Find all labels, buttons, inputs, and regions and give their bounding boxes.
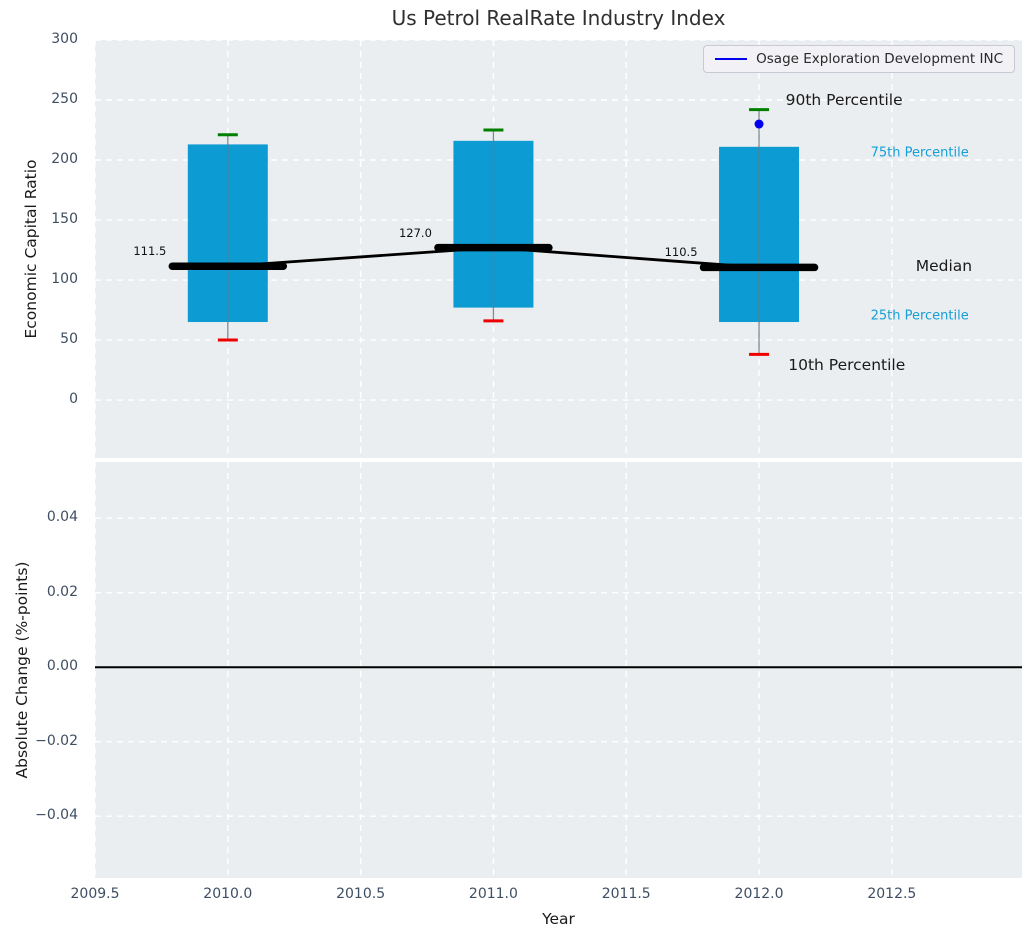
x-tick-label: 2010.5 — [336, 886, 386, 902]
bottom-y-tick-label: −0.04 — [35, 807, 78, 824]
x-tick-label: 2010.0 — [203, 886, 253, 902]
bottom-y-tick-label: 0.00 — [46, 658, 78, 675]
x-tick-label: 2012.5 — [867, 886, 917, 902]
y-axis-label-top: Economic Capital Ratio — [22, 159, 40, 339]
annotation-median: Median — [915, 256, 973, 275]
top-y-tick-label: 250 — [51, 91, 78, 107]
legend[interactable]: Osage Exploration Development INC — [703, 45, 1015, 73]
x-tick-label: 2011.5 — [601, 886, 651, 902]
legend-label: Osage Exploration Development INC — [756, 51, 1003, 67]
bottom-plot-area — [95, 462, 1022, 878]
top-y-tick-label: 200 — [51, 151, 78, 167]
annotation-10th-percentile: 10th Percentile — [788, 356, 906, 375]
median-value-label-2012: 110.5 — [664, 245, 698, 260]
top-y-tick-label: 100 — [51, 271, 78, 288]
bottom-y-tick-label: −0.02 — [35, 732, 78, 749]
legend-line-sample — [715, 58, 748, 60]
top-y-tick-label: 300 — [51, 31, 78, 47]
top-y-tick-label: 150 — [51, 211, 78, 228]
annotation-90th-percentile: 90th Percentile — [785, 91, 903, 109]
annotation-25th-percentile: 25th Percentile — [870, 308, 969, 324]
x-tick-label: 2011.0 — [468, 886, 518, 902]
boxplot-canvas — [95, 40, 1022, 458]
top-y-tick-label: 50 — [60, 331, 78, 348]
bottom-y-tick-label: 0.02 — [46, 583, 78, 600]
company-data-point[interactable] — [754, 119, 764, 129]
median-value-label-2010: 111.5 — [133, 244, 167, 259]
median-value-label-2011: 127.0 — [398, 225, 432, 240]
x-tick-label: 2009.5 — [70, 886, 120, 902]
top-plot-area: Osage Exploration Development INC 90th P… — [95, 40, 1022, 458]
annotation-75th-percentile: 75th Percentile — [870, 145, 969, 161]
x-tick-label: 2012.0 — [734, 886, 784, 902]
x-axis-label: Year — [542, 910, 575, 928]
chart-title: Us Petrol RealRate Industry Index — [391, 6, 726, 30]
top-y-tick-label: 0 — [69, 391, 78, 408]
bottom-y-tick-label: 0.04 — [46, 509, 78, 526]
change-canvas — [95, 462, 1022, 878]
